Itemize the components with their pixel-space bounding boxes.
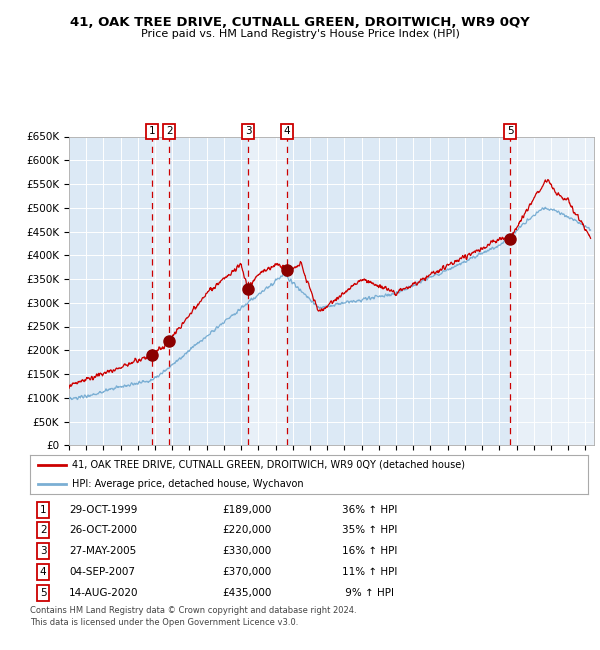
Text: 5: 5 — [506, 127, 514, 136]
Text: 27-MAY-2005: 27-MAY-2005 — [69, 546, 136, 556]
Text: HPI: Average price, detached house, Wychavon: HPI: Average price, detached house, Wych… — [72, 479, 304, 489]
Text: 5: 5 — [40, 588, 47, 598]
Text: 9% ↑ HPI: 9% ↑ HPI — [342, 588, 394, 598]
Text: 29-OCT-1999: 29-OCT-1999 — [69, 504, 137, 515]
Text: £435,000: £435,000 — [222, 588, 271, 598]
Text: 3: 3 — [245, 127, 251, 136]
Text: 2: 2 — [166, 127, 172, 136]
Text: 14-AUG-2020: 14-AUG-2020 — [69, 588, 139, 598]
Text: £330,000: £330,000 — [222, 546, 271, 556]
Text: 35% ↑ HPI: 35% ↑ HPI — [342, 525, 397, 536]
Text: 41, OAK TREE DRIVE, CUTNALL GREEN, DROITWICH, WR9 0QY: 41, OAK TREE DRIVE, CUTNALL GREEN, DROIT… — [70, 16, 530, 29]
Text: 11% ↑ HPI: 11% ↑ HPI — [342, 567, 397, 577]
Text: 04-SEP-2007: 04-SEP-2007 — [69, 567, 135, 577]
Text: 41, OAK TREE DRIVE, CUTNALL GREEN, DROITWICH, WR9 0QY (detached house): 41, OAK TREE DRIVE, CUTNALL GREEN, DROIT… — [72, 460, 465, 470]
Text: £189,000: £189,000 — [222, 504, 271, 515]
Text: 3: 3 — [40, 546, 47, 556]
Text: 4: 4 — [284, 127, 290, 136]
Text: 36% ↑ HPI: 36% ↑ HPI — [342, 504, 397, 515]
Text: 1: 1 — [149, 127, 155, 136]
Bar — [152, 136, 169, 445]
Text: Contains HM Land Registry data © Crown copyright and database right 2024.
This d: Contains HM Land Registry data © Crown c… — [30, 606, 356, 627]
Bar — [510, 136, 594, 445]
Text: £220,000: £220,000 — [222, 525, 271, 536]
Text: Price paid vs. HM Land Registry's House Price Index (HPI): Price paid vs. HM Land Registry's House … — [140, 29, 460, 39]
Text: 2: 2 — [40, 525, 47, 536]
Bar — [248, 136, 287, 445]
Text: 16% ↑ HPI: 16% ↑ HPI — [342, 546, 397, 556]
Text: £370,000: £370,000 — [222, 567, 271, 577]
Text: 4: 4 — [40, 567, 47, 577]
Text: 26-OCT-2000: 26-OCT-2000 — [69, 525, 137, 536]
Text: 1: 1 — [40, 504, 47, 515]
